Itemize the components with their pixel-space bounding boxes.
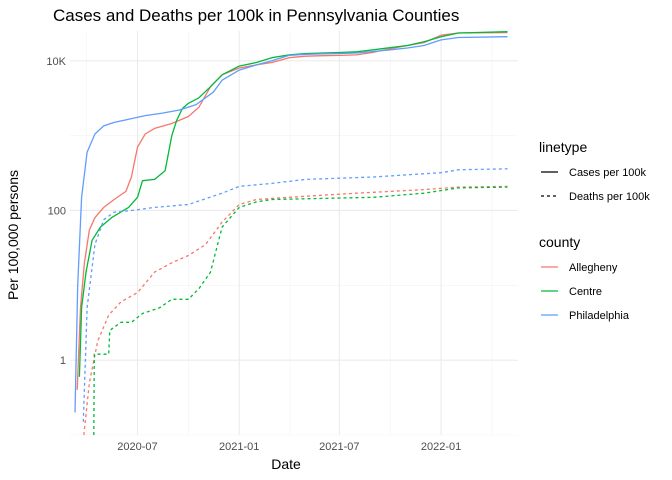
x-tick-label: 2022-01 bbox=[421, 441, 461, 453]
chart-title: Cases and Deaths per 100k in Pennsylvani… bbox=[53, 6, 459, 25]
legend-label: Deaths per 100k bbox=[569, 191, 650, 203]
x-axis-title: Date bbox=[271, 456, 301, 472]
y-tick-label: 1 bbox=[60, 355, 66, 367]
y-tick-label: 100 bbox=[48, 205, 66, 217]
grid-layer bbox=[70, 31, 518, 436]
legend-title-1: county bbox=[539, 234, 580, 250]
legend-title-0: linetype bbox=[539, 139, 587, 155]
allegheny-deaths-line bbox=[83, 185, 508, 436]
y-axis-title: Per 100,000 persons bbox=[5, 170, 21, 300]
x-tick-label: 2021-01 bbox=[219, 441, 259, 453]
series-layer bbox=[74, 31, 508, 436]
philadelphia-cases-line bbox=[74, 36, 508, 413]
centre-cases-line bbox=[78, 31, 508, 377]
legend-label: Centre bbox=[569, 286, 602, 298]
philadelphia-deaths-line bbox=[82, 168, 508, 422]
centre-deaths-line bbox=[93, 186, 508, 436]
legend-label: Philadelphia bbox=[569, 310, 630, 322]
axis-layer: 2020-07 2021-01 2021-07 2022-01 1 100 10K bbox=[46, 56, 461, 453]
y-tick-label: 10K bbox=[46, 56, 66, 68]
legend-label: Cases per 100k bbox=[569, 167, 647, 179]
x-tick-label: 2021-07 bbox=[319, 441, 359, 453]
legend: linetype Cases per 100k Deaths per 100k cou… bbox=[539, 139, 650, 322]
x-tick-label: 2020-07 bbox=[117, 441, 157, 453]
legend-label: Allegheny bbox=[569, 262, 618, 274]
allegheny-cases-line bbox=[76, 31, 508, 390]
